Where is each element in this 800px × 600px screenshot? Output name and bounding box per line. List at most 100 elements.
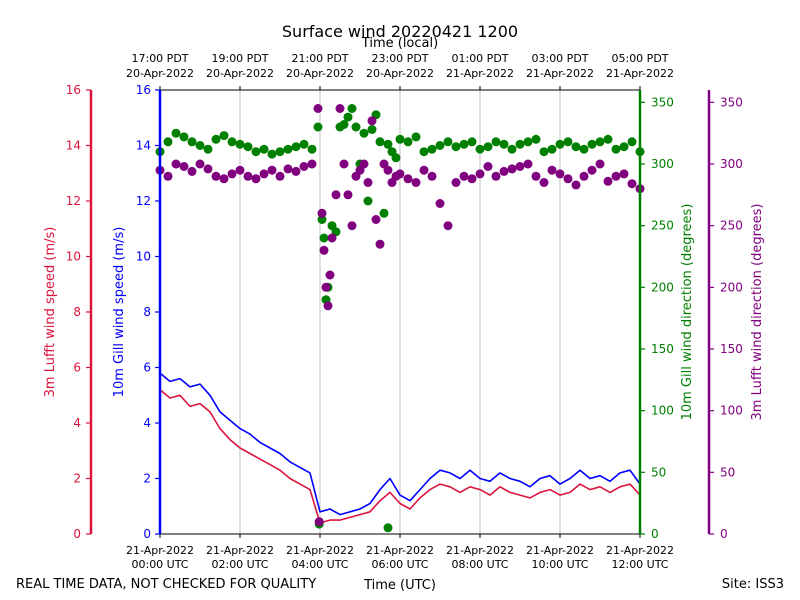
10m-gill-wind-direction-point xyxy=(595,137,605,147)
quality-disclaimer: REAL TIME DATA, NOT CHECKED FOR QUALITY xyxy=(16,577,316,592)
3m-lufft-wind-direction-point xyxy=(507,164,517,174)
top-tick-label-date: 20-Apr-2022 xyxy=(286,67,354,80)
3m-lufft-wind-direction-point xyxy=(163,171,173,181)
10m-gill-wind-direction-point xyxy=(531,134,541,144)
top-tick-label-date: 20-Apr-2022 xyxy=(366,67,434,80)
top-tick-label-date: 21-Apr-2022 xyxy=(446,67,514,80)
x-tick-label-time: 02:00 UTC xyxy=(211,558,268,571)
3m-lufft-wind-direction-point xyxy=(179,162,189,171)
3m-lufft-wind-direction-point xyxy=(187,166,197,176)
gill-direction-axis-tick-label: 150 xyxy=(651,342,674,356)
10m-gill-wind-direction-point xyxy=(443,137,453,147)
3m-lufft-wind-direction-point xyxy=(314,517,324,527)
top-tick-label-time: 23:00 PDT xyxy=(371,52,428,65)
3m-lufft-wind-direction-point xyxy=(203,164,213,174)
10m-gill-wind-direction-point xyxy=(563,137,573,147)
gill-speed-axis-tick-label: 8 xyxy=(143,305,151,319)
3m-lufft-wind-direction-point xyxy=(291,166,301,176)
10m-gill-wind-direction-point xyxy=(299,139,309,149)
lufft-speed-axis-tick-label: 14 xyxy=(66,139,81,153)
3m-lufft-wind-direction-point xyxy=(459,171,469,181)
10m-gill-wind-direction-point xyxy=(313,122,323,132)
10m-gill-wind-direction-point xyxy=(171,128,181,138)
3m-lufft-wind-direction-point xyxy=(235,165,245,175)
3m-lufft-wind-direction-point xyxy=(323,301,333,311)
x-tick-label-date: 21-Apr-2022 xyxy=(526,544,594,557)
3m-lufft-wind-direction-point xyxy=(283,164,293,174)
lufft-direction-axis-tick-label: 0 xyxy=(720,527,728,541)
10m-gill-wind-direction-point xyxy=(375,137,385,147)
3m-lufft-wind-direction-point xyxy=(321,282,331,292)
gill-speed-axis-tick-label: 16 xyxy=(136,83,151,97)
10m-gill-wind-direction-point xyxy=(523,137,533,147)
top-tick-label-time: 21:00 PDT xyxy=(291,52,348,65)
10m-gill-wind-direction-point xyxy=(395,134,405,144)
10m-gill-wind-speed-line xyxy=(159,372,641,516)
10m-gill-wind-direction-point xyxy=(219,131,229,141)
x-tick-label-date: 21-Apr-2022 xyxy=(366,544,434,557)
gill-speed-axis-tick-label: 2 xyxy=(143,472,151,486)
10m-gill-wind-direction-point xyxy=(367,125,377,134)
3m-lufft-wind-direction-point xyxy=(411,178,421,187)
lufft-direction-axis-tick-label: 250 xyxy=(720,219,743,233)
10m-gill-wind-direction-point xyxy=(491,137,501,147)
10m-gill-wind-direction-point xyxy=(363,196,373,206)
10m-gill-wind-direction-point xyxy=(343,112,353,122)
3m-lufft-wind-direction-point xyxy=(259,169,269,179)
top-tick-label-date: 21-Apr-2022 xyxy=(526,67,594,80)
gill-direction-axis-tick-label: 0 xyxy=(651,527,659,541)
3m-lufft-wind-direction-point xyxy=(603,176,613,186)
10m-gill-wind-direction-point xyxy=(459,139,469,149)
3m-lufft-wind-direction-point xyxy=(571,180,581,190)
10m-gill-wind-direction-point xyxy=(619,142,629,152)
lufft-direction-axis-tick-label: 100 xyxy=(720,404,743,418)
10m-gill-wind-direction-point xyxy=(483,142,493,152)
lufft-speed-axis-tick-label: 12 xyxy=(66,194,81,208)
lufft-speed-axis-tick-label: 6 xyxy=(73,361,81,375)
3m-lufft-wind-direction-point xyxy=(375,239,385,249)
10m-gill-wind-direction-point xyxy=(467,137,477,147)
10m-gill-wind-direction-point xyxy=(391,153,401,163)
10m-gill-wind-direction-point xyxy=(359,128,369,138)
3m-lufft-wind-direction-point xyxy=(317,208,327,218)
10m-gill-wind-direction-point xyxy=(579,144,589,154)
10m-gill-wind-direction-point xyxy=(275,147,285,157)
3m-lufft-wind-direction-point xyxy=(539,178,549,187)
top-tick-label-date: 20-Apr-2022 xyxy=(126,67,194,80)
chart-title: Surface wind 20220421 1200 xyxy=(282,22,518,41)
10m-gill-wind-direction-point xyxy=(203,144,213,154)
3m-lufft-wind-direction-point xyxy=(579,171,589,181)
3m-lufft-wind-direction-point xyxy=(363,178,373,187)
3m-lufft-wind-direction-point xyxy=(275,171,285,181)
3m-lufft-wind-direction-point xyxy=(331,190,341,200)
10m-gill-wind-direction-point xyxy=(319,233,329,243)
lufft-direction-axis-tick-label: 300 xyxy=(720,157,743,171)
3m-lufft-wind-direction-point xyxy=(619,169,629,179)
10m-gill-wind-direction-point xyxy=(235,139,245,149)
3m-lufft-wind-direction-point xyxy=(499,166,509,176)
lufft-direction-axis-title: 3m Lufft wind direction (degrees) xyxy=(750,204,765,421)
lufft-speed-axis-tick-label: 4 xyxy=(73,416,81,430)
10m-gill-wind-direction-point xyxy=(267,149,277,159)
gill-direction-axis-tick-label: 50 xyxy=(651,465,666,479)
3m-lufft-wind-direction-point xyxy=(243,171,253,181)
3m-lufft-wind-direction-point xyxy=(195,159,205,169)
top-tick-label-date: 21-Apr-2022 xyxy=(606,67,674,80)
3m-lufft-wind-direction-point xyxy=(515,162,525,171)
lufft-speed-axis-title: 3m Lufft wind speed (m/s) xyxy=(43,227,58,398)
10m-gill-wind-direction-point xyxy=(515,139,525,149)
x-tick-label-time: 04:00 UTC xyxy=(291,558,348,571)
lufft-speed-axis-tick-label: 0 xyxy=(73,527,81,541)
gill-speed-axis-tick-label: 14 xyxy=(136,139,151,153)
lufft-speed-axis-tick-label: 8 xyxy=(73,305,81,319)
lufft-direction-axis-tick-label: 350 xyxy=(720,95,743,109)
10m-gill-wind-direction-point xyxy=(427,144,437,154)
10m-gill-wind-direction-point xyxy=(211,134,221,144)
10m-gill-wind-direction-point xyxy=(435,141,445,150)
3m-lufft-wind-direction-point xyxy=(395,169,405,179)
10m-gill-wind-direction-point xyxy=(251,147,261,157)
10m-gill-wind-direction-point xyxy=(547,144,557,154)
10m-gill-wind-direction-point xyxy=(379,208,389,218)
10m-gill-wind-direction-point xyxy=(163,137,173,147)
